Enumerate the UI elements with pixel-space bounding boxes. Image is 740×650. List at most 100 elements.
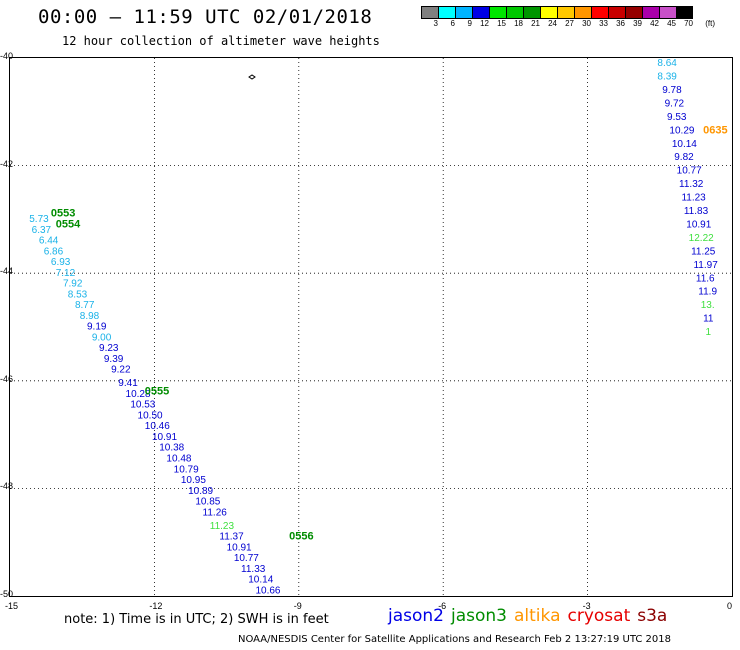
time-label: 0554 — [56, 218, 81, 230]
color-scale-swatches — [421, 6, 715, 19]
swh-label: 11.9 — [698, 287, 717, 298]
swh-label: 9.23 — [99, 343, 119, 354]
swh-label: 10.14 — [248, 575, 273, 586]
color-scale-label: 3 — [433, 19, 438, 28]
swh-label: 11.6 — [696, 273, 715, 284]
color-scale-swatch — [608, 6, 625, 19]
swh-label: 10.28 — [126, 389, 151, 400]
time-label: 0635 — [703, 124, 727, 136]
color-scale-swatch — [557, 6, 574, 19]
swh-label: 13. — [701, 300, 715, 311]
color-scale-swatch — [489, 6, 506, 19]
swh-label: 6.44 — [39, 236, 59, 247]
swh-label: 8.53 — [68, 289, 88, 300]
lat-tick-label: -40 — [0, 51, 14, 61]
color-scale-swatch — [676, 6, 693, 19]
lon-tick-label: -15 — [5, 601, 19, 611]
swh-label: 10.85 — [195, 497, 220, 508]
swh-label: 9.22 — [111, 365, 131, 376]
lat-tick-label: -48 — [0, 481, 14, 492]
satellite-legend-cryosat: cryosat — [567, 606, 631, 626]
swh-label: 6.86 — [44, 246, 64, 257]
color-scale-label: 39 — [633, 19, 642, 28]
color-scale-label: 70 — [684, 19, 693, 28]
swh-label: 9.82 — [674, 152, 694, 163]
color-scale-legend: 3 6 9 12 15 18 21 24 27 30 33 36 39 42 45 70 (ft) — [421, 6, 715, 28]
satellite-legend-jason2: jason2 — [388, 606, 444, 626]
color-scale-swatch — [642, 6, 659, 19]
island-outline — [248, 74, 256, 80]
time-label: 0556 — [289, 531, 313, 543]
page-title: 00:00 – 11:59 UTC 02/01/2018 — [38, 6, 373, 28]
color-scale-label: 30 — [582, 19, 591, 28]
color-scale-label: 9 — [467, 19, 472, 28]
swh-label: 10.48 — [166, 454, 191, 465]
swh-label: 11.97 — [693, 260, 718, 271]
color-scale-swatch — [455, 6, 472, 19]
swh-label: 10.91 — [152, 432, 177, 443]
page-subtitle: 12 hour collection of altimeter wave hei… — [62, 34, 380, 48]
color-scale-swatch — [540, 6, 557, 19]
satellite-legend: jason2 jason3 altika cryosat s3a — [388, 606, 674, 626]
swh-label: 9.41 — [118, 378, 138, 389]
color-scale-label: 27 — [565, 19, 574, 28]
swh-label: 10.29 — [669, 125, 694, 136]
time-label: 0553 — [51, 208, 75, 220]
footer-credit: NOAA/NESDIS Center for Satellite Applica… — [238, 634, 671, 645]
swh-label: 11.37 — [219, 532, 244, 543]
swh-label: 7.12 — [56, 268, 76, 279]
color-scale-label: 6 — [450, 19, 455, 28]
swh-label: 9.00 — [92, 332, 112, 343]
swh-label: 8.39 — [657, 72, 677, 83]
swh-label: 6.37 — [32, 225, 52, 236]
lat-tick-label: -44 — [0, 266, 14, 277]
swh-label: 11.25 — [691, 246, 716, 257]
color-scale-swatch — [625, 6, 642, 19]
color-scale-swatch — [472, 6, 489, 19]
swh-label: 11.83 — [684, 206, 709, 217]
swh-label: 10.46 — [145, 421, 170, 432]
swh-label: 10.66 — [255, 585, 280, 596]
lat-tick-label: -42 — [0, 158, 14, 169]
swh-label: 10.14 — [672, 139, 697, 150]
swh-label: 5.73 — [29, 214, 49, 225]
lat-tick-label: -50 — [0, 589, 14, 599]
swh-label: 9.39 — [104, 354, 124, 365]
color-scale-label: 33 — [599, 19, 608, 28]
swh-label: 10.50 — [138, 410, 163, 421]
map-canvas: 8.648.399.789.729.5310.2910.149.8210.771… — [10, 58, 732, 650]
swh-label: 8.98 — [80, 311, 100, 322]
swh-label: 9.72 — [665, 98, 685, 109]
time-label: 0555 — [145, 385, 169, 397]
swh-label: 10.79 — [174, 464, 199, 475]
color-scale-label: 36 — [616, 19, 625, 28]
color-scale-label: 18 — [514, 19, 523, 28]
color-scale-swatch — [506, 6, 523, 19]
color-scale-swatch — [574, 6, 591, 19]
swh-label: 12.22 — [689, 233, 714, 244]
swh-label: 10.77 — [234, 553, 259, 564]
lon-tick-label: -9 — [293, 601, 302, 611]
swh-label: 1 — [706, 327, 712, 338]
color-scale-unit: (ft) — [705, 19, 715, 28]
lon-tick-label: 0 — [727, 601, 733, 611]
satellite-legend-jason3: jason3 — [451, 606, 507, 626]
swh-label: 10.89 — [188, 486, 213, 497]
color-scale-swatch — [421, 6, 438, 19]
color-scale-swatch — [659, 6, 676, 19]
swh-label: 11.33 — [241, 564, 266, 575]
swh-label: 8.77 — [75, 300, 95, 311]
color-scale-label: 21 — [531, 19, 540, 28]
swh-label: 10.53 — [130, 400, 155, 411]
swh-label: 10.95 — [181, 475, 206, 486]
lon-tick-label: -12 — [149, 601, 163, 611]
color-scale-label: 24 — [548, 19, 557, 28]
swh-label: 6.93 — [51, 257, 71, 268]
swh-label: 11.23 — [210, 521, 235, 532]
swh-label: 9.78 — [662, 85, 682, 96]
map-frame: 8.64 8.39 9.78 9.72 9.53 10.29 10.14 9.82 10.77 1… — [9, 57, 733, 650]
swh-label: 11.23 — [681, 193, 706, 204]
color-scale-swatch — [523, 6, 540, 19]
color-scale-swatch — [591, 6, 608, 19]
